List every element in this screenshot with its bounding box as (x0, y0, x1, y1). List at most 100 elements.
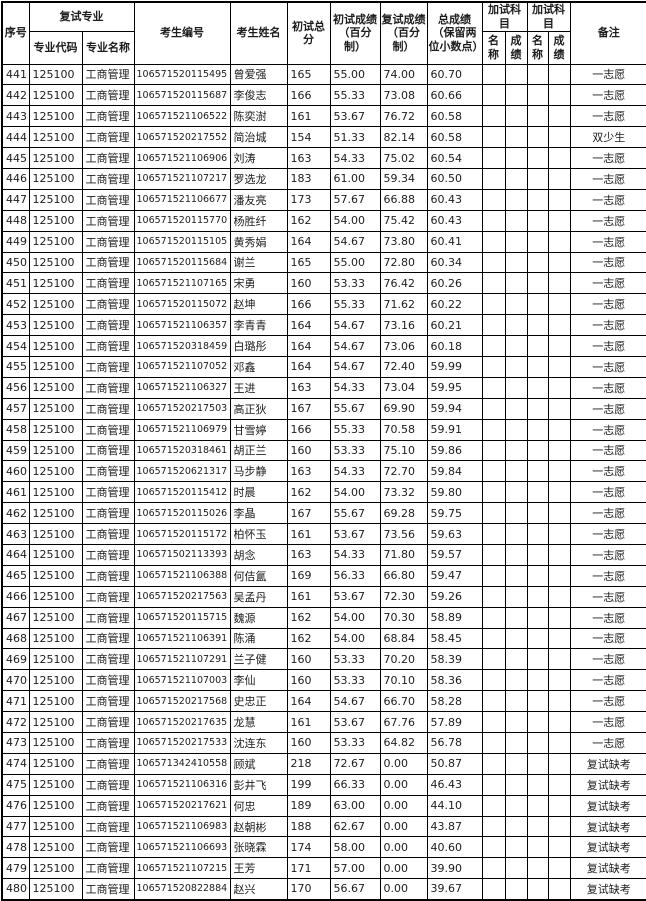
cell-serial: 467 (1, 606, 30, 629)
cell-initial-score: 54.33 (329, 460, 381, 483)
cell-remark: 复试缺考 (569, 815, 646, 838)
cell-initial-score: 54.67 (329, 314, 381, 337)
cell-retest-score: 73.08 (379, 84, 428, 107)
cell-serial: 480 (1, 878, 30, 901)
cell-major-name: 工商管理 (81, 460, 135, 483)
cell-serial: 474 (1, 752, 30, 775)
cell-extra2-score (547, 878, 571, 901)
cell-initial-score: 53.33 (329, 648, 381, 671)
cell-major-name: 工商管理 (81, 857, 135, 880)
cell-major-name: 工商管理 (81, 209, 135, 232)
cell-major-name: 工商管理 (81, 669, 135, 692)
cell-remark: 一志愿 (569, 627, 646, 650)
cell-extra1-score (504, 147, 528, 169)
cell-extra1-name (481, 648, 506, 671)
cell-candidate-id: 106571520217568 (133, 690, 231, 713)
cell-major-name: 工商管理 (81, 815, 135, 838)
cell-final-score: 60.58 (426, 126, 483, 149)
cell-final-score: 59.91 (426, 418, 483, 441)
cell-extra1-name (481, 188, 506, 211)
cell-extra1-score (504, 460, 528, 483)
cell-serial: 478 (1, 836, 30, 859)
cell-major-name: 工商管理 (81, 167, 135, 190)
cell-candidate-name: 胡正兰 (229, 439, 288, 462)
cell-major-code: 125100 (28, 752, 83, 775)
cell-candidate-id: 106571520318461 (133, 439, 231, 462)
cell-extra1-name (481, 585, 506, 608)
cell-extra2-score (547, 481, 571, 504)
cell-serial: 472 (1, 711, 30, 733)
cell-serial: 453 (1, 314, 30, 337)
cell-candidate-name: 邓鑫 (229, 355, 288, 378)
cell-major-name: 工商管理 (81, 732, 135, 754)
cell-final-score: 60.21 (426, 314, 483, 337)
cell-extra1-score (504, 669, 528, 692)
cell-major-code: 125100 (28, 669, 83, 692)
cell-major-name: 工商管理 (81, 84, 135, 107)
cell-major-code: 125100 (28, 836, 83, 859)
cell-extra1-name (481, 690, 506, 713)
cell-remark: 一志愿 (569, 690, 646, 713)
cell-extra2-score (547, 397, 571, 420)
cell-extra1-name (481, 84, 506, 107)
cell-extra2-name (526, 523, 549, 545)
cell-candidate-name: 刘涛 (229, 147, 288, 169)
header-initial-score: 初试成绩（百分制） (329, 1, 381, 65)
cell-major-code: 125100 (28, 648, 83, 671)
cell-remark: 复试缺考 (569, 752, 646, 775)
cell-candidate-id: 106571520217621 (133, 794, 231, 817)
cell-retest-score: 72.80 (379, 251, 428, 274)
cell-remark: 一志愿 (569, 648, 646, 671)
cell-extra1-name (481, 335, 506, 357)
cell-initial-total: 160 (286, 669, 331, 692)
cell-extra1-name (481, 251, 506, 274)
cell-candidate-name: 顾斌 (229, 752, 288, 775)
cell-extra2-name (526, 690, 549, 713)
cell-major-name: 工商管理 (81, 752, 135, 775)
cell-major-name: 工商管理 (81, 711, 135, 733)
cell-major-code: 125100 (28, 857, 83, 880)
cell-serial: 462 (1, 502, 30, 525)
cell-retest-score: 70.20 (379, 648, 428, 671)
cell-major-code: 125100 (28, 147, 83, 169)
cell-initial-total: 167 (286, 397, 331, 420)
cell-initial-total: 167 (286, 502, 331, 525)
table-row: 449 125100 工商管理 106571520115105 黄秀娟 164 54.67 7… (1, 230, 646, 253)
cell-candidate-id: 106571520115105 (133, 230, 231, 253)
cell-initial-total: 162 (286, 606, 331, 629)
cell-initial-score: 54.67 (329, 355, 381, 378)
table-row: 459 125100 工商管理 106571520318461 胡正兰 160 53.33 7… (1, 439, 646, 462)
cell-remark: 一志愿 (569, 84, 646, 107)
table-row: 464 125100 工商管理 106571502113393 胡念 163 54.33 71… (1, 543, 646, 566)
cell-retest-score: 82.14 (379, 126, 428, 149)
cell-extra2-score (547, 857, 571, 880)
cell-extra2-score (547, 439, 571, 462)
cell-major-code: 125100 (28, 167, 83, 190)
cell-major-name: 工商管理 (81, 126, 135, 149)
cell-final-score: 60.50 (426, 167, 483, 190)
cell-retest-score: 0.00 (379, 773, 428, 796)
header-extra1-name: 名称 (481, 30, 506, 65)
cell-extra1-score (504, 585, 528, 608)
cell-remark: 一志愿 (569, 481, 646, 504)
cell-extra1-name (481, 523, 506, 545)
cell-candidate-id: 106571521107003 (133, 669, 231, 692)
cell-final-score: 60.18 (426, 335, 483, 357)
cell-initial-score: 54.33 (329, 543, 381, 566)
table-row: 451 125100 工商管理 106571521107165 宋勇 160 53.33 76… (1, 272, 646, 295)
cell-candidate-name: 杨胜纤 (229, 209, 288, 232)
cell-initial-score: 66.33 (329, 773, 381, 796)
table-row: 475 125100 工商管理 106571521106316 彭井飞 199 66.33 0… (1, 773, 646, 796)
cell-initial-total: 162 (286, 209, 331, 232)
cell-candidate-id: 106571521106388 (133, 564, 231, 587)
cell-serial: 441 (1, 63, 30, 86)
cell-final-score: 50.87 (426, 752, 483, 775)
cell-retest-score: 72.40 (379, 355, 428, 378)
cell-final-score: 58.36 (426, 669, 483, 692)
table-row: 467 125100 工商管理 106571520115715 魏源 162 54.00 70… (1, 606, 646, 629)
header-major-code: 专业代码 (28, 30, 83, 65)
cell-major-name: 工商管理 (81, 439, 135, 462)
cell-extra2-score (547, 523, 571, 545)
cell-major-code: 125100 (28, 794, 83, 817)
cell-initial-total: 160 (286, 439, 331, 462)
